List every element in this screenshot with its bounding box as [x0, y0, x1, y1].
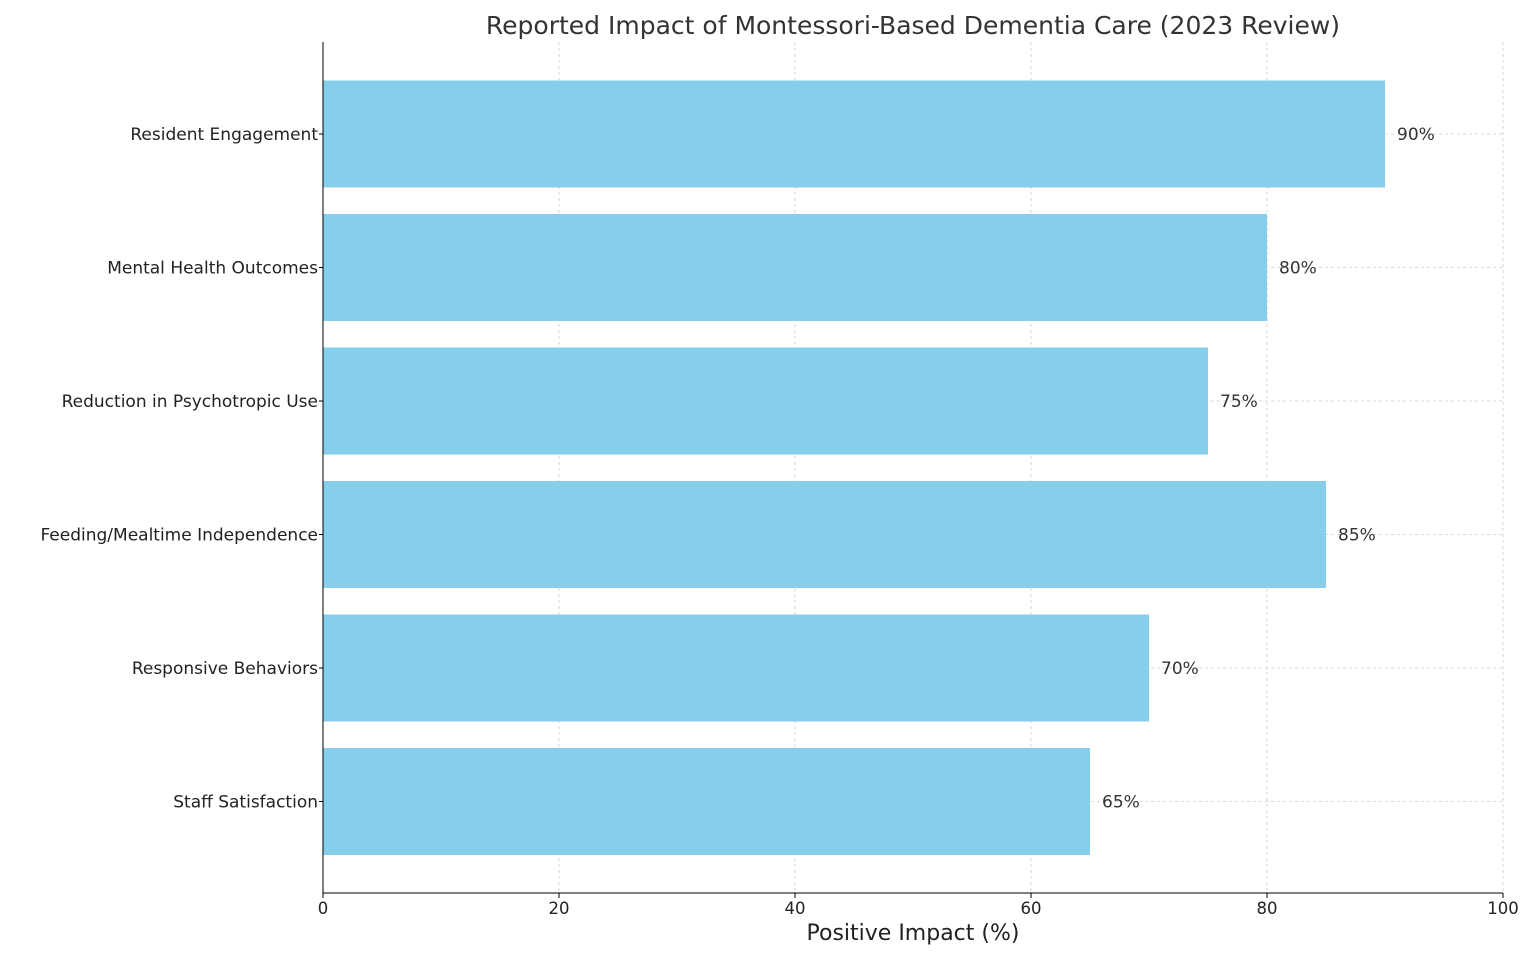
bar-value-label: 80%: [1279, 259, 1317, 279]
chart-title: Reported Impact of Montessori-Based Deme…: [486, 11, 1340, 40]
category-label: Mental Health Outcomes: [107, 259, 318, 279]
category-label: Staff Satisfaction: [173, 793, 318, 813]
bar-value-label: 65%: [1102, 793, 1140, 813]
category-label: Feeding/Mealtime Independence: [40, 526, 318, 546]
x-axis-label: Positive Impact (%): [807, 921, 1020, 946]
category-label: Responsive Behaviors: [132, 659, 318, 679]
bar: [323, 214, 1267, 321]
bar-value-label: 70%: [1161, 659, 1199, 679]
x-tick-label: 100: [1487, 899, 1519, 918]
x-tick-label: 60: [1021, 899, 1042, 918]
bars: [323, 80, 1385, 855]
x-tick-labels: 0 20 40 60 80 100: [318, 899, 1519, 918]
x-tick-label: 0: [318, 899, 329, 918]
bar: [323, 347, 1208, 455]
bar-value-label: 85%: [1338, 526, 1376, 546]
bar-value-label: 75%: [1220, 392, 1258, 412]
bar: [323, 80, 1385, 188]
category-label: Reduction in Psychotropic Use: [62, 392, 318, 412]
axes: [319, 42, 1504, 898]
category-label: Resident Engagement: [130, 125, 318, 145]
y-category-labels: Resident Engagement Mental Health Outcome…: [40, 125, 318, 813]
bar-value-label: 90%: [1397, 125, 1435, 145]
bar: [323, 748, 1090, 855]
bar: [323, 481, 1326, 588]
bar: [323, 614, 1149, 722]
x-tick-label: 80: [1257, 899, 1278, 918]
data-labels: 90% 80% 75% 85% 70% 65%: [1102, 125, 1435, 813]
x-tick-label: 20: [549, 899, 570, 918]
x-tick-label: 40: [785, 899, 806, 918]
